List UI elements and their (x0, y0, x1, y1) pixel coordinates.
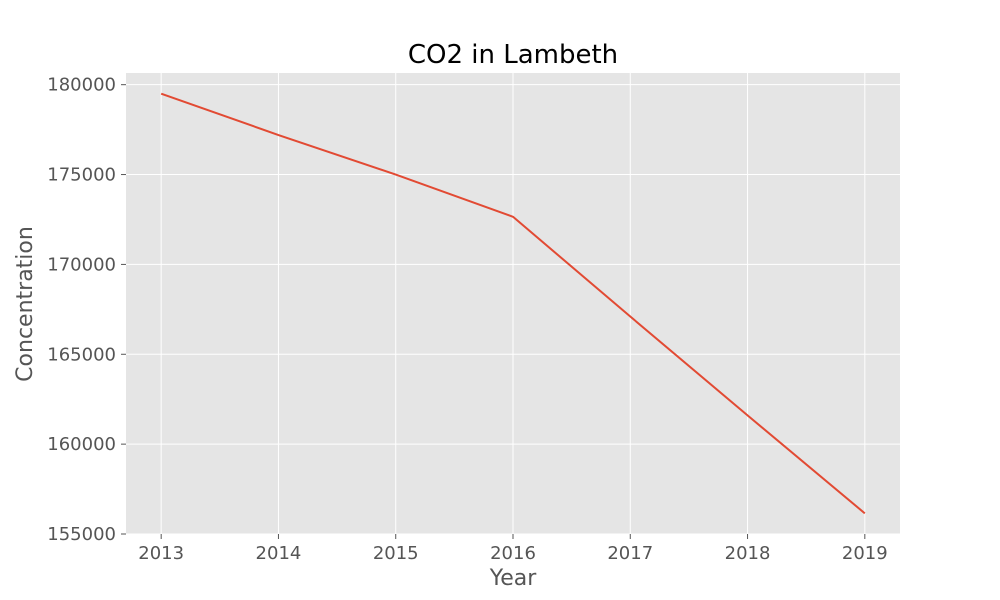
y-tick-label: 175000 (47, 165, 116, 186)
x-tick-label: 2016 (490, 543, 536, 564)
series-line (160, 92, 866, 515)
x-tick-label: 2017 (607, 543, 653, 564)
x-axis-title: Year (489, 566, 538, 591)
x-tick-label: 2014 (256, 543, 302, 564)
y-tick-label: 165000 (47, 344, 116, 365)
x-tick-label: 2019 (842, 543, 888, 564)
tick-labels: 2013 2014 2015 2016 2017 2018 2019 155000 160000… (47, 75, 887, 564)
grid-lines (126, 73, 900, 535)
y-axis-title: Concentration (13, 226, 38, 382)
x-tick-label: 2018 (725, 543, 771, 564)
x-tick-label: 2013 (138, 543, 184, 564)
y-tick-label: 160000 (47, 434, 116, 455)
y-tick-label: 180000 (47, 75, 116, 96)
y-tick-label: 155000 (47, 524, 116, 545)
y-tick-label: 170000 (47, 254, 116, 275)
x-tick-label: 2015 (373, 543, 419, 564)
chart-title: CO2 in Lambeth (408, 40, 618, 70)
series-layer (160, 92, 866, 515)
